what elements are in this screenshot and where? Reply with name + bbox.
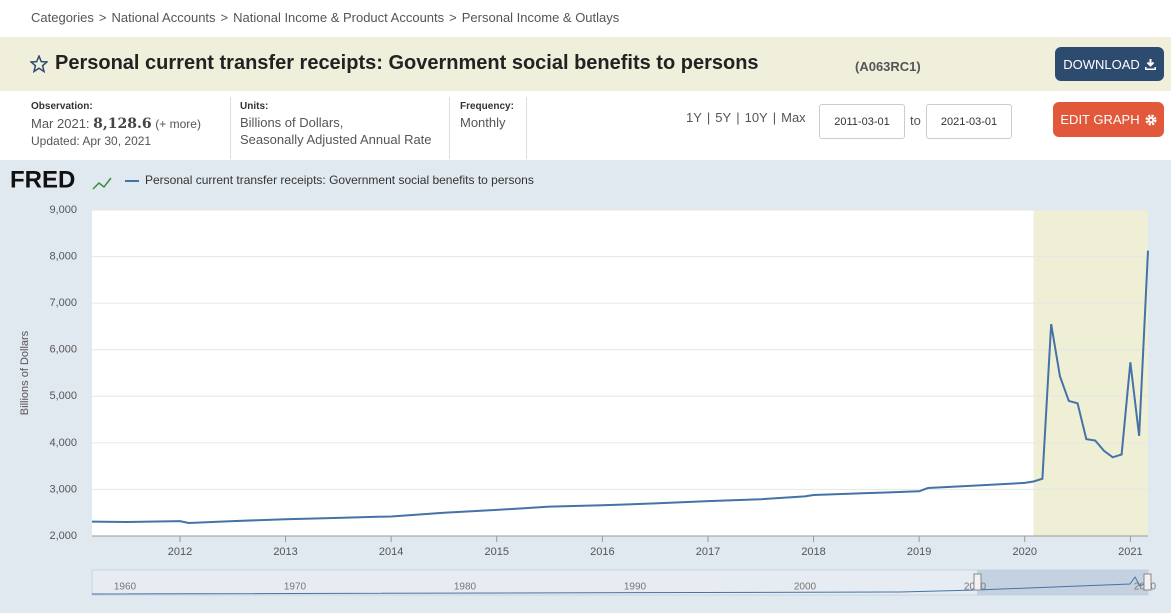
logo-icon — [92, 177, 112, 190]
y-tick-label: 4,000 — [49, 437, 77, 449]
navigator-label: 1970 — [284, 582, 307, 593]
observation-label: Observation: — [31, 101, 93, 112]
breadcrumb-link[interactable]: Categories — [31, 10, 94, 25]
breadcrumb-link[interactable]: Personal Income & Outlays — [461, 10, 620, 25]
y-tick-label: 8,000 — [49, 250, 77, 262]
plot-area — [92, 210, 1148, 536]
x-tick-label: 2019 — [907, 546, 931, 558]
edit-label: EDIT GRAPH — [1060, 112, 1140, 127]
breadcrumb-link[interactable]: National Accounts — [111, 10, 216, 25]
divider — [449, 97, 450, 159]
frequency-label: Frequency: — [460, 101, 514, 112]
y-tick-label: 9,000 — [49, 204, 77, 216]
title-band — [0, 37, 1171, 91]
edit-graph-button[interactable]: EDIT GRAPH — [1053, 102, 1164, 137]
x-tick-label: 2013 — [273, 546, 297, 558]
x-tick-label: 2017 — [696, 546, 720, 558]
y-tick-label: 7,000 — [49, 297, 77, 309]
range-link[interactable]: Max — [781, 110, 806, 125]
range-separator: | — [736, 110, 740, 125]
to-label: to — [910, 113, 921, 128]
range-links: 1Y | 5Y | 10Y | Max — [686, 110, 806, 125]
navigator-line — [91, 576, 1149, 595]
breadcrumb: Categories > National Accounts > National In… — [31, 10, 624, 25]
divider — [526, 97, 527, 159]
breadcrumb-link[interactable]: National Income & Product Accounts — [233, 10, 445, 25]
y-axis-title: Billions of Dollars — [19, 330, 31, 415]
breadcrumb-separator: > — [220, 10, 229, 25]
series-id: (A063RC1) — [855, 59, 921, 74]
navigator-label: 2000 — [794, 582, 817, 593]
range-link[interactable]: 5Y — [715, 110, 732, 125]
divider — [230, 97, 231, 159]
chart: FRED Billions of Dollars 2,000 3,000 4,000… — [0, 160, 1171, 613]
y-tick-label: 6,000 — [49, 344, 77, 356]
navigator-label: 1980 — [454, 582, 477, 593]
x-tick-label: 2020 — [1013, 546, 1037, 558]
range-link[interactable]: 10Y — [744, 110, 768, 125]
download-button[interactable]: DOWNLOAD — [1055, 47, 1164, 81]
navigator[interactable] — [91, 569, 1149, 596]
units-line: Seasonally Adjusted Annual Rate — [240, 132, 432, 147]
y-tick-label: 3,000 — [49, 483, 77, 495]
download-label: DOWNLOAD — [1063, 56, 1140, 72]
range-link[interactable]: 1Y — [686, 110, 702, 125]
start-date[interactable]: 2011-03-01 — [819, 104, 905, 139]
range-separator: | — [706, 110, 711, 125]
end-date[interactable]: 2021-03-01 — [926, 104, 1012, 139]
x-tick-label: 2018 — [801, 546, 825, 558]
updated: Updated: Apr 30, 2021 — [31, 134, 152, 148]
more-link[interactable]: (+ more) — [155, 117, 201, 131]
download-icon — [1144, 58, 1156, 70]
navigator-handle[interactable] — [973, 573, 982, 591]
navigator-label: 1990 — [624, 582, 647, 593]
units-label: Units: — [240, 101, 269, 112]
navigator-handle[interactable] — [1143, 573, 1152, 591]
breadcrumb-separator: > — [449, 10, 457, 25]
x-tick-label: 2015 — [485, 546, 509, 558]
star-icon[interactable] — [30, 55, 48, 73]
observation-date: Mar 2021: — [31, 116, 90, 131]
gear-icon — [1145, 114, 1157, 125]
units-line: Billions of Dollars, — [240, 115, 344, 130]
y-tick-label: 5,000 — [49, 390, 77, 402]
fred-logo: FRED — [10, 166, 75, 193]
x-tick-label: 2016 — [590, 546, 614, 558]
range-separator: | — [772, 110, 777, 125]
x-tick-label: 2021 — [1118, 546, 1142, 558]
navigator-label: 1960 — [114, 582, 137, 593]
frequency: Monthly — [460, 115, 506, 130]
y-tick-label: 2,000 — [49, 530, 77, 542]
series-title: Personal current transfer receipts: Gove… — [55, 52, 759, 74]
legend-label[interactable]: Personal current transfer receipts: Gove… — [145, 173, 534, 187]
breadcrumb-separator: > — [98, 10, 107, 25]
navigator-window[interactable] — [977, 570, 1148, 595]
observation-value: 8,128.6 — [93, 116, 152, 132]
x-tick-label: 2014 — [379, 546, 403, 558]
x-tick-label: 2012 — [168, 546, 192, 558]
series-line — [91, 250, 1149, 524]
observation: Mar 2021: 8,128.6 (+ more) — [31, 116, 201, 132]
